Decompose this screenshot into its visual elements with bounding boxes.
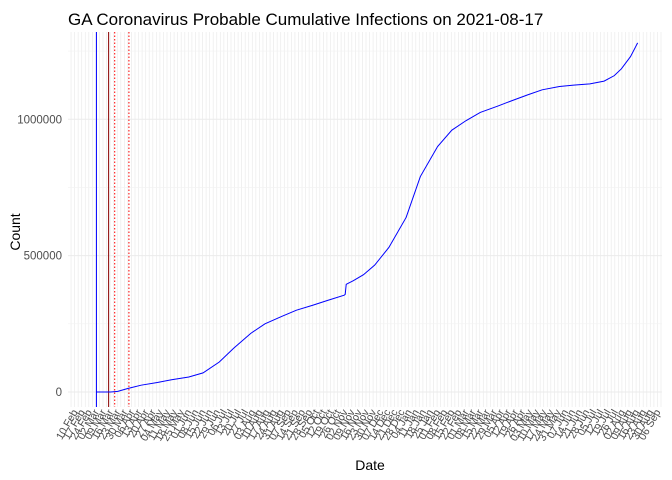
x-axis-title: Date (355, 457, 385, 473)
y-axis-title: Count (7, 213, 23, 250)
series-line (96, 42, 639, 393)
y-tick-label: 1000000 (17, 114, 62, 126)
gridlines (68, 32, 662, 407)
y-tick-label: 0 (56, 387, 62, 399)
chart-title: GA Coronavirus Probable Cumulative Infec… (68, 10, 543, 29)
y-tick-label: 500000 (24, 251, 62, 263)
series-layer (96, 42, 639, 393)
reference-lines (95, 32, 130, 407)
y-axis-ticks: 0 500000 1000000 (17, 114, 62, 399)
